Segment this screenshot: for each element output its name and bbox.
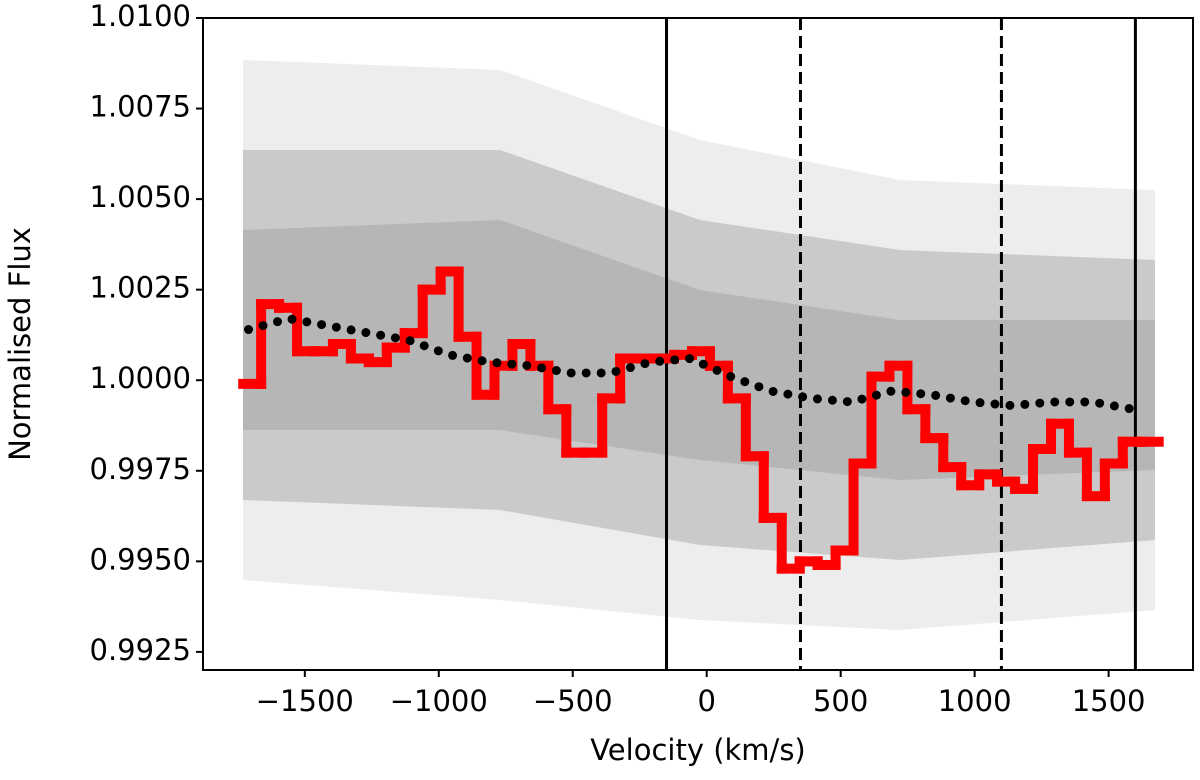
simulation-band bbox=[243, 60, 1155, 630]
y-axis-label: Normalised Flux bbox=[3, 227, 37, 461]
plot-area bbox=[238, 18, 1164, 670]
trend-line bbox=[244, 314, 1138, 414]
y-tick-label: 0.9925 bbox=[90, 633, 191, 667]
y-tick-label: 1.0025 bbox=[90, 271, 191, 305]
y-tick-label: 1.0100 bbox=[90, 0, 191, 33]
y-tick-label: 0.9950 bbox=[90, 542, 191, 576]
y-tick-label: 1.0075 bbox=[90, 90, 191, 124]
y-tick-label: 0.9975 bbox=[90, 452, 191, 486]
x-tick-label: −1000 bbox=[390, 684, 488, 718]
x-tick-label: 500 bbox=[813, 684, 868, 718]
x-tick-label: 1000 bbox=[938, 684, 1012, 718]
x-tick-label: 1500 bbox=[1072, 684, 1146, 718]
axes-frame bbox=[202, 17, 1194, 671]
y-tick-label: 1.0050 bbox=[90, 180, 191, 214]
x-tick-label: −1500 bbox=[256, 684, 354, 718]
x-axis-label: Velocity (km/s) bbox=[590, 733, 806, 767]
x-tick-label: −500 bbox=[533, 684, 613, 718]
x-tick-label: 0 bbox=[697, 684, 715, 718]
y-tick-label: 1.0000 bbox=[90, 361, 191, 395]
